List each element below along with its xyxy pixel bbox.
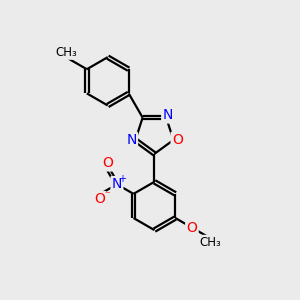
Text: CH₃: CH₃ xyxy=(199,236,221,249)
Text: ⁻: ⁻ xyxy=(104,190,110,200)
Text: O: O xyxy=(172,133,183,147)
Text: O: O xyxy=(102,156,113,170)
Text: +: + xyxy=(118,174,126,184)
Text: CH₃: CH₃ xyxy=(56,46,77,59)
Text: N: N xyxy=(112,177,122,191)
Text: O: O xyxy=(94,192,105,206)
Text: N: N xyxy=(126,133,137,147)
Text: N: N xyxy=(163,108,173,122)
Text: O: O xyxy=(187,220,197,235)
